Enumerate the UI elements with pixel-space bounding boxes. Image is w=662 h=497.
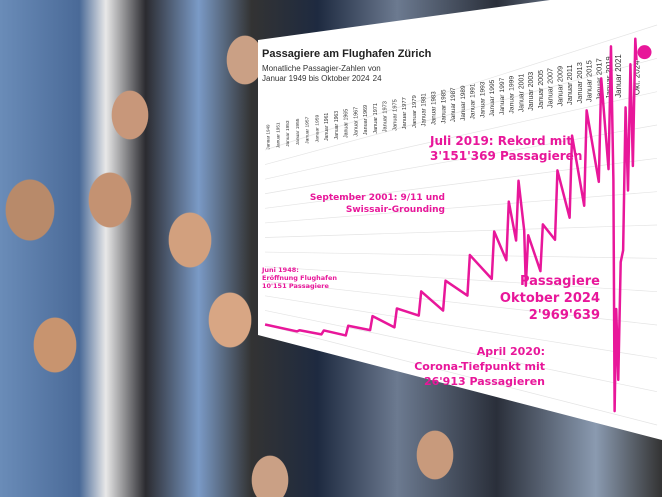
x-tick-label: Januar 1995 <box>489 79 496 116</box>
x-tick-label: Januar 1991 <box>470 83 477 119</box>
gridline <box>264 310 658 393</box>
gridline <box>264 157 658 209</box>
chart-subtitle-block: Monatliche Passagier-Zahlen von Januar 1… <box>262 64 407 84</box>
gridline <box>264 191 658 224</box>
x-tick-label: Januar 1983 <box>430 91 437 125</box>
annotation-line: Corona-Tiefpunkt mit <box>414 360 545 373</box>
x-tick-label: Januar 1985 <box>440 89 447 124</box>
annotation-line: 3'151'369 Passagieren <box>430 149 582 163</box>
gridline <box>264 224 658 238</box>
gridline <box>264 57 658 165</box>
annotation-line: Swissair-Grounding <box>346 205 445 215</box>
x-tick-label: Januar 1971 <box>373 103 379 134</box>
annotation-line: Passagiere <box>520 274 600 289</box>
x-tick-label: Januar 1981 <box>422 93 428 127</box>
annotation-line: 10'151 Passagiere <box>262 282 329 290</box>
annotation: September 2001: 9/11 und Swissair-Groundi… <box>310 193 445 215</box>
gridline <box>264 24 658 151</box>
annotation-line: 2'969'639 <box>529 308 600 323</box>
gridline <box>264 266 658 293</box>
annotation-line: Eröffnung Flughafen <box>262 274 337 282</box>
x-tick-label: Januar 1999 <box>509 76 516 114</box>
chart-title: Passagiere am Flughafen Zürich <box>262 48 432 60</box>
x-tick-label: Januar 1969 <box>363 105 369 135</box>
annotation-line: 26'913 Passagieren <box>424 375 545 388</box>
annotation: April 2020: Corona-Tiefpunkt mit 26'913 Pa… <box>414 345 545 388</box>
x-tick-label: Okt. 2024 <box>632 60 641 95</box>
x-tick-label: Januar 1957 <box>305 116 311 143</box>
x-tick-label: Januar 1949 <box>266 124 271 150</box>
x-tick-label: Januar 1963 <box>334 111 340 140</box>
x-tick-label: Januar 2001 <box>518 74 525 112</box>
x-tick-label: Januar 2013 <box>575 62 584 103</box>
x-tick-label: Januar 1979 <box>412 95 418 128</box>
annotation-line: Juli 2019: Rekord mit <box>429 134 572 148</box>
x-tick-label: Januar 1987 <box>450 87 457 122</box>
gridline <box>264 324 658 426</box>
annotation-line: Juni 1948: <box>261 266 299 274</box>
x-tick-label: Januar 1951 <box>275 122 280 148</box>
gridline <box>264 295 658 359</box>
x-tick-label: Januar 2021 <box>614 54 623 97</box>
x-tick-label: Januar 1965 <box>344 109 350 138</box>
chart-subtitle: Monatliche Passagier-Zahlen von Januar 1… <box>262 64 381 83</box>
gridlines <box>264 24 658 426</box>
x-tick-label: Januar 1961 <box>324 113 330 141</box>
x-tick-label: Januar 2007 <box>547 68 555 108</box>
x-tick-label: Januar 2011 <box>565 65 574 105</box>
x-tick-label: Januar 1977 <box>402 97 408 129</box>
x-tick-labels: Januar 1949 Januar 1951 Januar 1953 Januar … <box>266 54 642 149</box>
gridline <box>264 280 658 326</box>
annotation-line: September 2001: 9/11 und <box>310 193 445 203</box>
x-tick-label: Januar 1959 <box>314 115 320 143</box>
x-tick-label: Januar 1953 <box>285 120 290 147</box>
x-tick-label: Januar 2005 <box>537 70 545 109</box>
x-tick-label: Januar 2003 <box>528 72 535 111</box>
end-marker <box>637 45 652 60</box>
x-tick-label: Januar 2017 <box>594 58 603 100</box>
x-tick-label: Januar 1955 <box>295 118 301 145</box>
x-tick-label: Januar 2019 <box>604 56 613 99</box>
gridline <box>264 91 658 180</box>
x-tick-label: Januar 2009 <box>555 66 564 106</box>
x-tick-label: Januar 1973 <box>383 101 389 132</box>
annotation: Passagiere Oktober 2024 2'969'639 <box>500 274 600 323</box>
x-tick-label: Januar 2015 <box>585 60 594 102</box>
annotation-line: April 2020: <box>477 345 545 358</box>
gridline <box>264 251 658 259</box>
x-tick-label: Januar 1993 <box>479 81 486 118</box>
x-tick-label: Januar 1967 <box>353 107 359 137</box>
x-tick-label: Januar 1989 <box>460 85 467 121</box>
x-tick-label: Januar 1975 <box>392 99 398 131</box>
annotation-line: Oktober 2024 <box>500 291 600 306</box>
series-line <box>264 37 638 413</box>
subtitle-mark: 24 <box>372 74 382 83</box>
x-tick-label: Januar 1997 <box>499 77 506 115</box>
